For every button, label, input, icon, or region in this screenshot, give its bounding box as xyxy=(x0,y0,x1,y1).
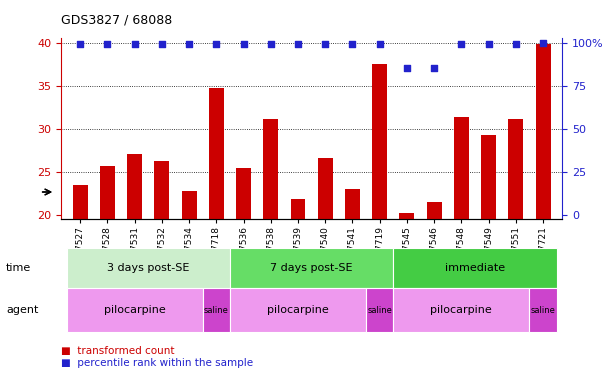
Text: immediate: immediate xyxy=(445,263,505,273)
Text: saline: saline xyxy=(204,306,229,314)
Point xyxy=(103,41,112,48)
Bar xyxy=(366,288,393,332)
Point xyxy=(266,41,276,48)
Bar xyxy=(67,248,230,288)
Bar xyxy=(236,168,251,384)
Point xyxy=(511,41,521,48)
Text: GDS3827 / 68088: GDS3827 / 68088 xyxy=(61,14,172,27)
Bar xyxy=(67,288,203,332)
Text: time: time xyxy=(6,263,31,273)
Text: saline: saline xyxy=(367,306,392,314)
Bar xyxy=(372,64,387,384)
Bar xyxy=(481,135,496,384)
Point xyxy=(402,65,412,71)
Bar xyxy=(155,161,169,384)
Point xyxy=(293,41,303,48)
Bar xyxy=(400,213,414,384)
Bar xyxy=(230,288,366,332)
Bar xyxy=(426,202,442,384)
Bar xyxy=(536,45,551,384)
Point xyxy=(375,41,384,48)
Bar xyxy=(454,118,469,384)
Text: pilocarpine: pilocarpine xyxy=(267,305,329,315)
Point xyxy=(130,41,139,48)
Point xyxy=(456,41,466,48)
Bar xyxy=(203,288,230,332)
Point xyxy=(184,41,194,48)
Text: pilocarpine: pilocarpine xyxy=(431,305,492,315)
Bar xyxy=(230,248,393,288)
Point xyxy=(484,41,494,48)
Text: saline: saline xyxy=(530,306,555,314)
Point xyxy=(348,41,357,48)
Text: agent: agent xyxy=(6,305,38,315)
Point xyxy=(430,65,439,71)
Point xyxy=(320,41,330,48)
Bar xyxy=(209,88,224,384)
Bar xyxy=(393,248,557,288)
Text: 3 days post-SE: 3 days post-SE xyxy=(107,263,189,273)
Bar xyxy=(73,184,87,384)
Bar xyxy=(290,199,306,384)
Point xyxy=(75,41,85,48)
Text: pilocarpine: pilocarpine xyxy=(104,305,166,315)
Point xyxy=(538,40,548,46)
Text: ■  transformed count: ■ transformed count xyxy=(61,346,175,356)
Bar xyxy=(345,189,360,384)
Point xyxy=(239,41,249,48)
Point xyxy=(211,41,221,48)
Bar xyxy=(530,288,557,332)
Text: 7 days post-SE: 7 days post-SE xyxy=(270,263,353,273)
Point xyxy=(157,41,167,48)
Bar xyxy=(263,119,278,384)
Text: ■  percentile rank within the sample: ■ percentile rank within the sample xyxy=(61,358,253,368)
Bar xyxy=(393,288,530,332)
Bar xyxy=(127,154,142,384)
Bar xyxy=(100,166,115,384)
Bar xyxy=(508,119,523,384)
Bar xyxy=(181,190,197,384)
Bar xyxy=(318,158,333,384)
